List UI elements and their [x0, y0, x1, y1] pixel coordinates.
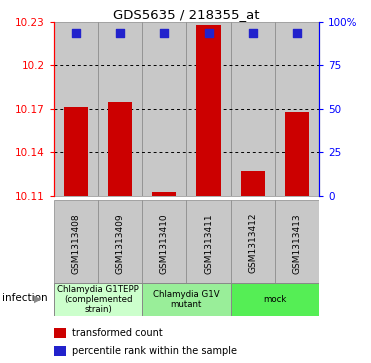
Point	[117, 30, 123, 36]
Text: percentile rank within the sample: percentile rank within the sample	[72, 346, 237, 356]
Point	[294, 30, 300, 36]
Bar	[231, 283, 319, 316]
Text: GSM1313410: GSM1313410	[160, 213, 169, 274]
Bar	[231, 200, 275, 287]
Bar	[240, 171, 265, 196]
Bar	[54, 328, 66, 338]
Bar	[64, 107, 88, 196]
Bar	[54, 200, 98, 287]
Bar	[231, 22, 275, 196]
Bar	[275, 22, 319, 196]
Bar	[186, 200, 231, 287]
Bar	[142, 22, 186, 196]
Text: Chlamydia G1TEPP
(complemented
strain): Chlamydia G1TEPP (complemented strain)	[57, 285, 139, 314]
Bar	[98, 200, 142, 287]
Text: GSM1313409: GSM1313409	[116, 213, 125, 274]
Text: GSM1313412: GSM1313412	[248, 213, 257, 273]
Bar	[275, 200, 319, 287]
Bar	[98, 22, 142, 196]
Bar	[54, 346, 66, 356]
Bar	[142, 200, 186, 287]
Bar	[54, 283, 142, 316]
Text: GSM1313408: GSM1313408	[71, 213, 81, 274]
Bar	[196, 25, 221, 196]
Text: Chlamydia G1V
mutant: Chlamydia G1V mutant	[153, 290, 220, 309]
Text: GSM1313411: GSM1313411	[204, 213, 213, 274]
Point	[73, 30, 79, 36]
Bar	[186, 22, 231, 196]
Text: mock: mock	[263, 295, 286, 304]
Text: transformed count: transformed count	[72, 328, 163, 338]
Text: GSM1313413: GSM1313413	[292, 213, 302, 274]
Point	[206, 30, 211, 36]
Text: ▶: ▶	[34, 293, 42, 303]
Point	[250, 30, 256, 36]
Text: infection: infection	[2, 293, 47, 303]
Title: GDS5635 / 218355_at: GDS5635 / 218355_at	[113, 8, 260, 21]
Point	[161, 30, 167, 36]
Bar	[108, 102, 132, 196]
Bar	[152, 192, 177, 196]
Bar	[142, 283, 231, 316]
Bar	[54, 22, 98, 196]
Bar	[285, 112, 309, 196]
